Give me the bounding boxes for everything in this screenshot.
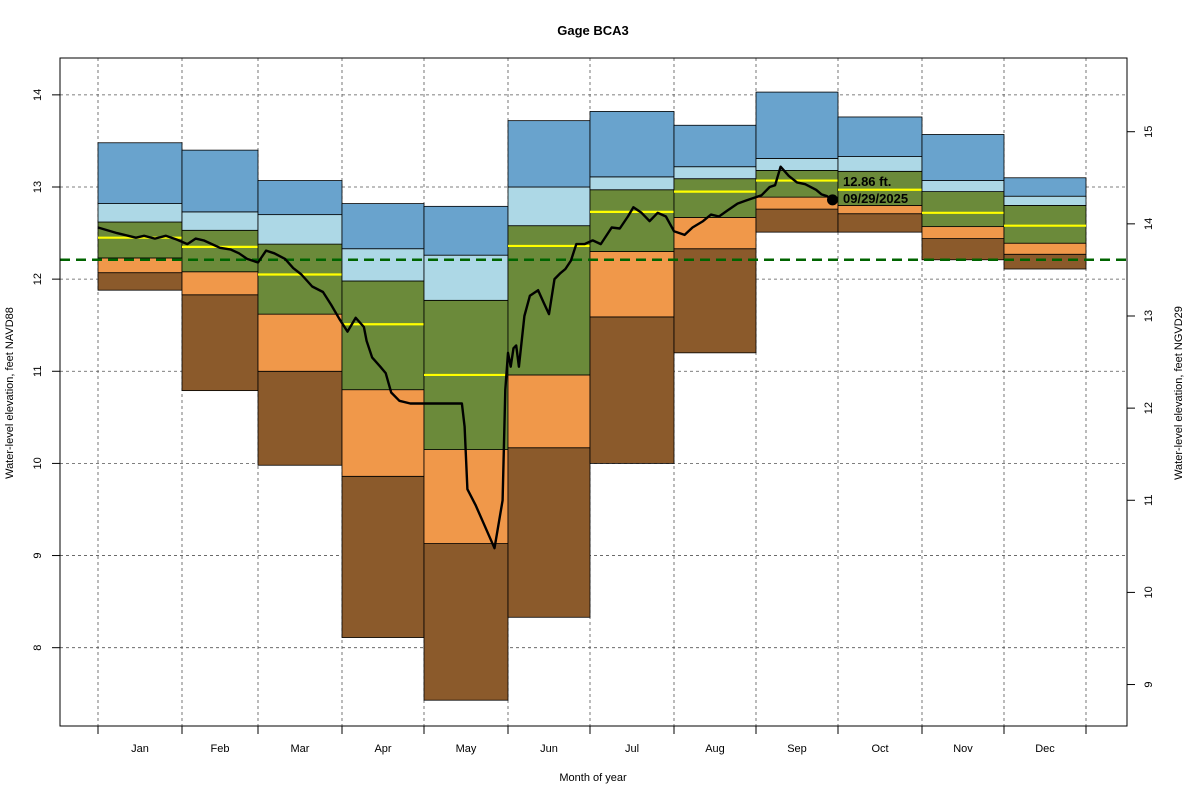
x-tick-label-jun: Jun xyxy=(540,743,558,755)
band-p10-p25-sep xyxy=(755,196,839,210)
band-min-p10-jul xyxy=(589,316,675,464)
current-year-line xyxy=(97,165,834,550)
band-min-p10-jan xyxy=(97,272,183,291)
band-min-p10-mar xyxy=(257,370,343,466)
band-min-p10-nov xyxy=(921,238,1005,261)
latest-point-marker xyxy=(827,194,839,206)
y-right-tick-label: 12 xyxy=(1143,402,1155,414)
band-p25-p75-feb xyxy=(181,229,259,273)
band-p90-max-feb xyxy=(181,149,259,213)
band-p25-p75-jan xyxy=(97,221,183,259)
y-right-tick-label: 13 xyxy=(1143,310,1155,322)
band-p75-p90-nov xyxy=(921,180,1005,192)
band-min-p10-may xyxy=(423,543,509,701)
y-left-tick-label: 9 xyxy=(32,552,44,558)
y-left-tick-label: 14 xyxy=(32,89,44,101)
band-p25-p75-oct xyxy=(837,170,923,206)
band-min-p10-apr xyxy=(341,475,425,638)
x-tick-label-oct: Oct xyxy=(871,743,888,755)
band-p75-p90-jul xyxy=(589,176,675,191)
chart-title: Gage BCA3 xyxy=(557,23,629,38)
band-p75-p90-apr xyxy=(341,248,425,282)
x-tick-label-may: May xyxy=(456,743,477,755)
x-tick-label-dec: Dec xyxy=(1035,743,1055,755)
y-left-tick-label: 11 xyxy=(32,366,44,377)
x-tick-label-jan: Jan xyxy=(131,743,149,755)
band-min-p10-dec xyxy=(1003,253,1087,270)
band-p75-p90-dec xyxy=(1003,195,1087,206)
band-p25-p75-dec xyxy=(1003,205,1087,244)
x-tick-label-jul: Jul xyxy=(625,743,639,755)
band-p10-p25-nov xyxy=(921,226,1005,239)
axes: Jan Feb Mar Apr May Jun Jul Aug Sep Oct Nov Dec 8 9 10… xyxy=(32,57,1155,755)
band-p10-p25-oct xyxy=(837,205,923,215)
band-p75-p90-oct xyxy=(837,156,923,172)
y-right-tick-label: 15 xyxy=(1143,126,1155,138)
band-p10-p25-mar xyxy=(257,313,343,372)
band-p90-max-jul xyxy=(589,111,675,178)
y-right-tick-label: 11 xyxy=(1143,495,1155,506)
x-tick-label-nov: Nov xyxy=(953,743,973,755)
y-axis-left-label: Water-level elevation, feet NAVD88 xyxy=(4,307,16,479)
band-p90-max-aug xyxy=(673,124,757,168)
band-p10-p25-dec xyxy=(1003,242,1087,255)
band-p90-max-apr xyxy=(341,203,425,250)
y-left-tick-label: 12 xyxy=(32,273,44,285)
band-min-p10-sep xyxy=(755,208,839,233)
band-p75-p90-may xyxy=(423,254,509,301)
band-p25-p75-nov xyxy=(921,191,1005,228)
x-tick-label-apr: Apr xyxy=(374,743,391,755)
band-p90-max-mar xyxy=(257,180,343,216)
band-min-p10-jun xyxy=(507,447,591,618)
x-axis-label: Month of year xyxy=(559,772,627,784)
band-p90-max-may xyxy=(423,205,509,256)
callout-value-label: 12.86 ft. xyxy=(843,174,891,189)
band-min-p10-feb xyxy=(181,294,259,392)
x-tick-label-feb: Feb xyxy=(211,743,230,755)
band-min-p10-aug xyxy=(673,248,757,354)
y-left-tick-label: 10 xyxy=(32,457,44,469)
band-p10-p25-jul xyxy=(589,251,675,318)
callout-date-label: 09/29/2025 xyxy=(843,191,908,206)
plot-frame xyxy=(59,57,1128,727)
band-p10-p25-feb xyxy=(181,271,259,296)
band-p90-max-oct xyxy=(837,116,923,157)
band-p75-p90-jan xyxy=(97,203,183,223)
band-p75-p90-jun xyxy=(507,186,591,227)
y-right-tick-label: 10 xyxy=(1143,586,1155,598)
x-tick-label-sep: Sep xyxy=(787,743,807,755)
percentile-bands xyxy=(97,91,1087,701)
band-p90-max-jun xyxy=(507,120,591,188)
y-left-tick-label: 8 xyxy=(32,645,44,651)
y-right-tick-label: 9 xyxy=(1143,681,1155,687)
band-p75-p90-sep xyxy=(755,158,839,171)
band-p10-p25-jun xyxy=(507,374,591,449)
band-p75-p90-feb xyxy=(181,211,259,231)
band-p90-max-nov xyxy=(921,134,1005,181)
band-p25-p75-aug xyxy=(673,178,757,218)
y-left-tick-label: 13 xyxy=(32,181,44,193)
y-axis-right-label: Water-level elevation, feet NGVD29 xyxy=(1173,306,1185,480)
x-tick-label-aug: Aug xyxy=(705,743,725,755)
x-tick-label-mar: Mar xyxy=(291,743,310,755)
band-min-p10-oct xyxy=(837,213,923,233)
band-p25-p75-sep xyxy=(755,170,839,198)
band-p90-max-dec xyxy=(1003,177,1087,197)
band-p25-p75-apr xyxy=(341,280,425,391)
band-p90-max-sep xyxy=(755,91,839,159)
current-year-group xyxy=(97,165,839,550)
band-p75-p90-aug xyxy=(673,166,757,180)
y-right-tick-label: 14 xyxy=(1143,218,1155,230)
band-p90-max-jan xyxy=(97,142,183,204)
band-p75-p90-mar xyxy=(257,214,343,245)
